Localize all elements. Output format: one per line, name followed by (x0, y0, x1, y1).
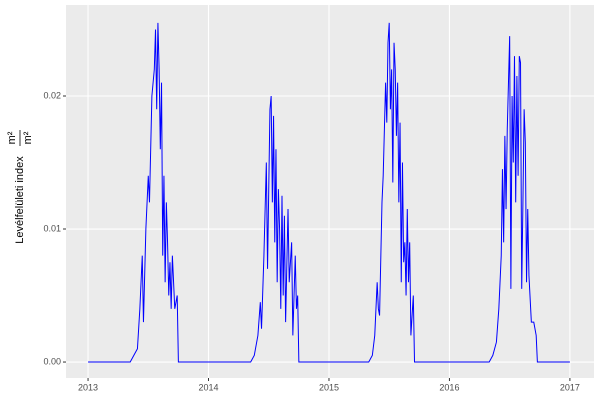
y-tick-label: 0.01 (43, 223, 61, 233)
x-tick-label: 2017 (560, 382, 580, 392)
y-tick-label: 0.02 (43, 90, 61, 100)
y-unit-denominator: m² (22, 131, 34, 144)
x-tick-label: 2016 (439, 382, 459, 392)
y-title: Levélfelületi index m² m² (6, 130, 34, 244)
x-tick-label: 2013 (78, 382, 98, 392)
y-label: Levélfelületi index (14, 156, 26, 244)
x-tick-label: 2014 (198, 382, 218, 392)
y-tick-label: 0.00 (43, 356, 61, 366)
x-tick-label: 2015 (319, 382, 339, 392)
line (88, 22, 570, 363)
y-unit-numerator: m² (6, 131, 18, 144)
